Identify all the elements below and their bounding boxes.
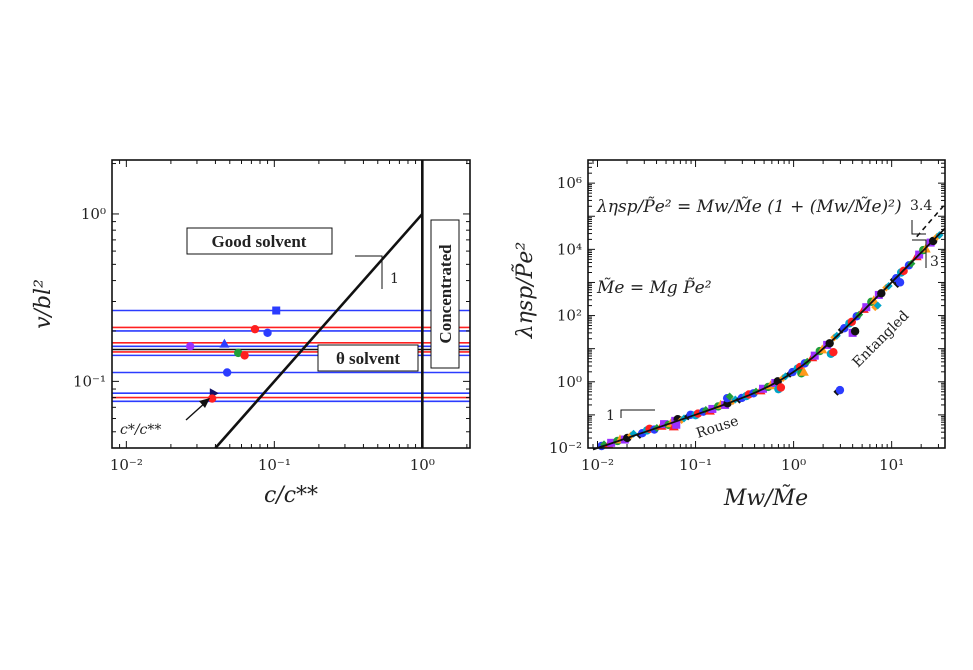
right_panel-x-tick-label: 10⁰ — [781, 456, 806, 474]
annotation-arrowhead — [199, 398, 210, 408]
left-axis-ticks: 10⁻² 10⁻¹ 10⁰ 10⁻¹ 10⁰ — [73, 160, 470, 474]
left-data-point — [222, 368, 232, 377]
right-data-point — [895, 278, 905, 287]
left_panel-x-tick-label: 10⁻¹ — [258, 456, 291, 474]
right-data-point — [660, 420, 669, 429]
right-data-point — [672, 420, 681, 429]
right-data-points — [597, 231, 944, 451]
right-data-point — [835, 385, 845, 395]
left-data-point — [234, 348, 243, 358]
left_panel-x-tick-label: 10⁻² — [110, 456, 143, 474]
left-data-point — [250, 324, 260, 334]
left-data-point — [219, 338, 230, 348]
left-data-point — [207, 394, 217, 403]
right-chart-panel: 10⁻² 10⁻¹ 10⁰ 10¹ 10⁻² 10⁰ 10² 10⁴ 10⁶ ληsp/P̃e²… — [512, 159, 946, 511]
left-slope-label: 1 — [390, 271, 399, 287]
right-data-point — [850, 327, 860, 336]
right-data-point — [798, 366, 809, 376]
arrow-label: c*/c** — [120, 422, 161, 438]
theta-solvent-label-box — [317, 344, 419, 372]
regime-boundary-diagonal — [214, 213, 424, 449]
main-equation: ληsp/P̃e² = Mw/M̃e (1 + (Mw/M̃e)²) — [596, 197, 902, 217]
slope-34-label: 3.4 — [910, 198, 932, 214]
left-data-points — [185, 306, 281, 403]
left-slope-triangle — [355, 255, 383, 289]
right_panel-y-tick-label: 10⁻² — [549, 439, 582, 457]
right_panel-y-tick-label: 10⁰ — [557, 373, 582, 391]
good-solvent-label: Good solvent — [212, 232, 307, 251]
slope-1-marker — [620, 409, 655, 418]
left_panel-x-tick-label: 10⁰ — [410, 456, 435, 474]
left-data-point — [272, 306, 281, 315]
left-y-axis-label: v/bl² — [31, 279, 56, 329]
left-data-point — [263, 328, 272, 338]
rouse-label: Rouse — [694, 413, 740, 442]
left-chart-panel: 10⁻² 10⁻¹ 10⁰ 10⁻¹ 10⁰ Good solvent θ solven… — [31, 159, 471, 508]
right-data-point — [873, 301, 882, 310]
left-horizontal-lines — [112, 309, 470, 403]
right_panel-y-tick-label: 10⁴ — [557, 240, 582, 258]
slope-1-label: 1 — [606, 408, 615, 424]
left-x-axis-label: c/c** — [264, 483, 318, 508]
left-data-point — [240, 351, 249, 360]
concentrated-label-box — [430, 219, 460, 369]
me-equation: M̃e = Mg P̃e² — [596, 278, 712, 298]
right-data-point — [776, 383, 786, 392]
dashed-curve — [916, 203, 946, 238]
right_panel-x-tick-label: 10⁻¹ — [679, 456, 712, 474]
right_panel-x-tick-label: 10⁻² — [581, 456, 614, 474]
right-plot-frame — [587, 159, 946, 449]
theta-solvent-label: θ solvent — [336, 349, 400, 368]
right_panel-y-tick-label: 10⁶ — [557, 174, 582, 192]
right-fit-curves — [592, 203, 946, 451]
good-solvent-label-box — [186, 227, 333, 255]
right-data-point — [829, 347, 838, 357]
concentrated-label: Concentrated — [436, 244, 455, 344]
slope-34-marker — [911, 220, 926, 235]
right-data-point — [725, 392, 734, 401]
fit-curve — [592, 227, 946, 451]
slope-3-marker — [912, 239, 927, 268]
left_panel-y-tick-label: 10⁰ — [81, 205, 106, 223]
slope-3-label: 3 — [930, 254, 939, 270]
right-y-axis-label: ληsp/P̃e² — [512, 242, 538, 340]
right_panel-y-tick-label: 10² — [557, 307, 582, 325]
left_panel-y-tick-label: 10⁻¹ — [73, 372, 106, 390]
right_panel-x-tick-label: 10¹ — [879, 456, 904, 474]
left-regime-boundaries — [214, 160, 424, 449]
right-x-axis-label: Mw/M̃e — [723, 485, 808, 511]
left-plot-frame — [111, 159, 471, 449]
left-data-point — [185, 342, 195, 351]
